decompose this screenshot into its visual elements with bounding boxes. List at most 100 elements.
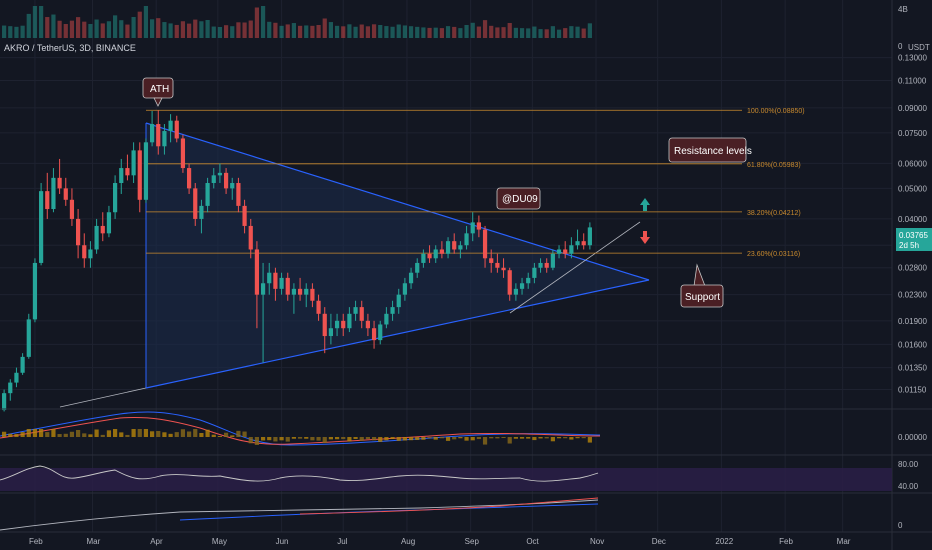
price-tick-label: 0.09000 bbox=[898, 104, 927, 113]
volume-bar bbox=[242, 22, 247, 38]
macd-histogram-bar bbox=[513, 437, 518, 439]
ath-label[interactable]: ATH bbox=[142, 77, 174, 107]
candle-body bbox=[538, 262, 543, 268]
macd-histogram-bar bbox=[217, 436, 223, 437]
volume-bar bbox=[193, 19, 198, 38]
price-tick-label: 0.11000 bbox=[898, 76, 927, 85]
ath-text: ATH bbox=[150, 84, 169, 95]
macd-histogram-bar bbox=[402, 437, 407, 441]
macd-histogram-bar bbox=[69, 431, 75, 437]
macd-histogram-bar bbox=[279, 437, 284, 441]
volume-bar bbox=[476, 26, 481, 38]
candle-body bbox=[279, 277, 284, 289]
volume-bar bbox=[378, 25, 383, 38]
volume-bar bbox=[260, 6, 266, 38]
volume-bar bbox=[137, 11, 142, 38]
volume-bar bbox=[334, 25, 340, 38]
chart-title: AKRO / TetherUS, 3D, BINANCE bbox=[4, 43, 136, 53]
candle-body bbox=[186, 168, 192, 189]
candle-body bbox=[519, 283, 525, 289]
price-tick-label: 0.01350 bbox=[898, 364, 927, 373]
volume-bar bbox=[88, 24, 93, 38]
macd-histogram-bar bbox=[57, 434, 62, 437]
support-trendline-extension[interactable] bbox=[59, 387, 147, 408]
volume-bar bbox=[556, 29, 562, 38]
macd-histogram-bar bbox=[156, 431, 161, 437]
volume-bar bbox=[495, 27, 500, 38]
candle-body bbox=[365, 320, 370, 329]
macd-histogram-bar bbox=[51, 429, 56, 437]
volume-bar bbox=[267, 21, 272, 38]
time-tick-label: Dec bbox=[652, 537, 666, 546]
candle-body bbox=[489, 258, 494, 263]
candle-body bbox=[322, 313, 327, 337]
macd-axis-label: 0.00000 bbox=[898, 433, 927, 442]
candle-body bbox=[236, 183, 241, 206]
candle-body bbox=[63, 188, 68, 200]
fibonacci-levels[interactable]: 100.00%(0.08850) 61.80%(0.05983) 38.20%(0.… bbox=[146, 108, 805, 258]
macd-histogram-bar bbox=[519, 437, 525, 439]
candle-body bbox=[217, 172, 223, 176]
macd-histogram-bar bbox=[20, 432, 25, 437]
macd-histogram-bar bbox=[63, 433, 68, 437]
candle-body bbox=[334, 320, 340, 329]
volume-bar bbox=[254, 7, 260, 38]
fib-level-label: 61.80%(0.05983) bbox=[747, 162, 801, 169]
volume-bar bbox=[544, 29, 549, 38]
volume-bar bbox=[359, 24, 364, 38]
macd-histogram-bar bbox=[267, 437, 272, 441]
macd-histogram-bar bbox=[556, 437, 562, 439]
candle-body bbox=[180, 138, 186, 169]
support-label[interactable]: Support bbox=[680, 263, 724, 308]
macd-histogram-bar bbox=[445, 437, 451, 441]
resistance-label[interactable]: Resistance levels bbox=[668, 137, 752, 163]
macd-histogram-bar bbox=[371, 437, 377, 441]
volume-bar bbox=[532, 26, 537, 38]
candle-body bbox=[544, 262, 549, 268]
macd-histogram-bar bbox=[581, 437, 586, 439]
candle-body bbox=[76, 218, 81, 246]
time-tick-label: Feb bbox=[29, 537, 43, 546]
volume-bar bbox=[143, 6, 149, 38]
macd-histogram-bar bbox=[365, 437, 370, 440]
rsi-line bbox=[0, 465, 599, 482]
candle-body bbox=[439, 249, 444, 254]
time-tick-label: Jul bbox=[337, 537, 347, 546]
time-tick-label: Oct bbox=[526, 537, 539, 546]
candle-body bbox=[291, 288, 297, 295]
macd-histogram-bar bbox=[205, 429, 210, 437]
macd-histogram-bar bbox=[125, 434, 130, 437]
candle-body bbox=[310, 288, 315, 301]
current-price-tag: 0.03765 2d 5h bbox=[896, 228, 932, 251]
volume-bar bbox=[408, 26, 414, 38]
volume-bar bbox=[501, 27, 506, 38]
macd-histogram-bar bbox=[482, 437, 488, 445]
fib-level-label: 38.20%(0.04212) bbox=[747, 210, 801, 217]
time-tick-label: Aug bbox=[401, 537, 415, 546]
time-tick-label: Mar bbox=[86, 537, 100, 546]
macd-histogram-bar bbox=[378, 437, 383, 442]
time-tick-label: Jun bbox=[276, 537, 289, 546]
macd-histogram-bar bbox=[76, 430, 81, 437]
candle-body bbox=[106, 212, 112, 234]
volume-bar bbox=[291, 23, 297, 38]
macd-histogram-bar bbox=[408, 437, 414, 441]
volume-bar bbox=[427, 27, 432, 38]
candle-body bbox=[248, 225, 253, 250]
volume-bar bbox=[297, 25, 303, 38]
volume-bar bbox=[248, 20, 253, 38]
volume-bars bbox=[2, 6, 592, 38]
volume-bar bbox=[347, 24, 352, 38]
candle-body bbox=[421, 253, 426, 263]
macd-histogram-bar bbox=[193, 429, 198, 437]
rising-trendline[interactable] bbox=[509, 221, 641, 314]
macd-histogram-bar bbox=[396, 437, 401, 441]
candle-body bbox=[82, 245, 87, 259]
watermark-label[interactable]: @DU09 bbox=[496, 187, 541, 210]
candle-body bbox=[470, 222, 475, 234]
macd-histogram-bar bbox=[304, 437, 309, 439]
volume-bar bbox=[119, 20, 124, 38]
macd-histogram-bar bbox=[328, 437, 334, 440]
candle-body bbox=[328, 328, 334, 337]
